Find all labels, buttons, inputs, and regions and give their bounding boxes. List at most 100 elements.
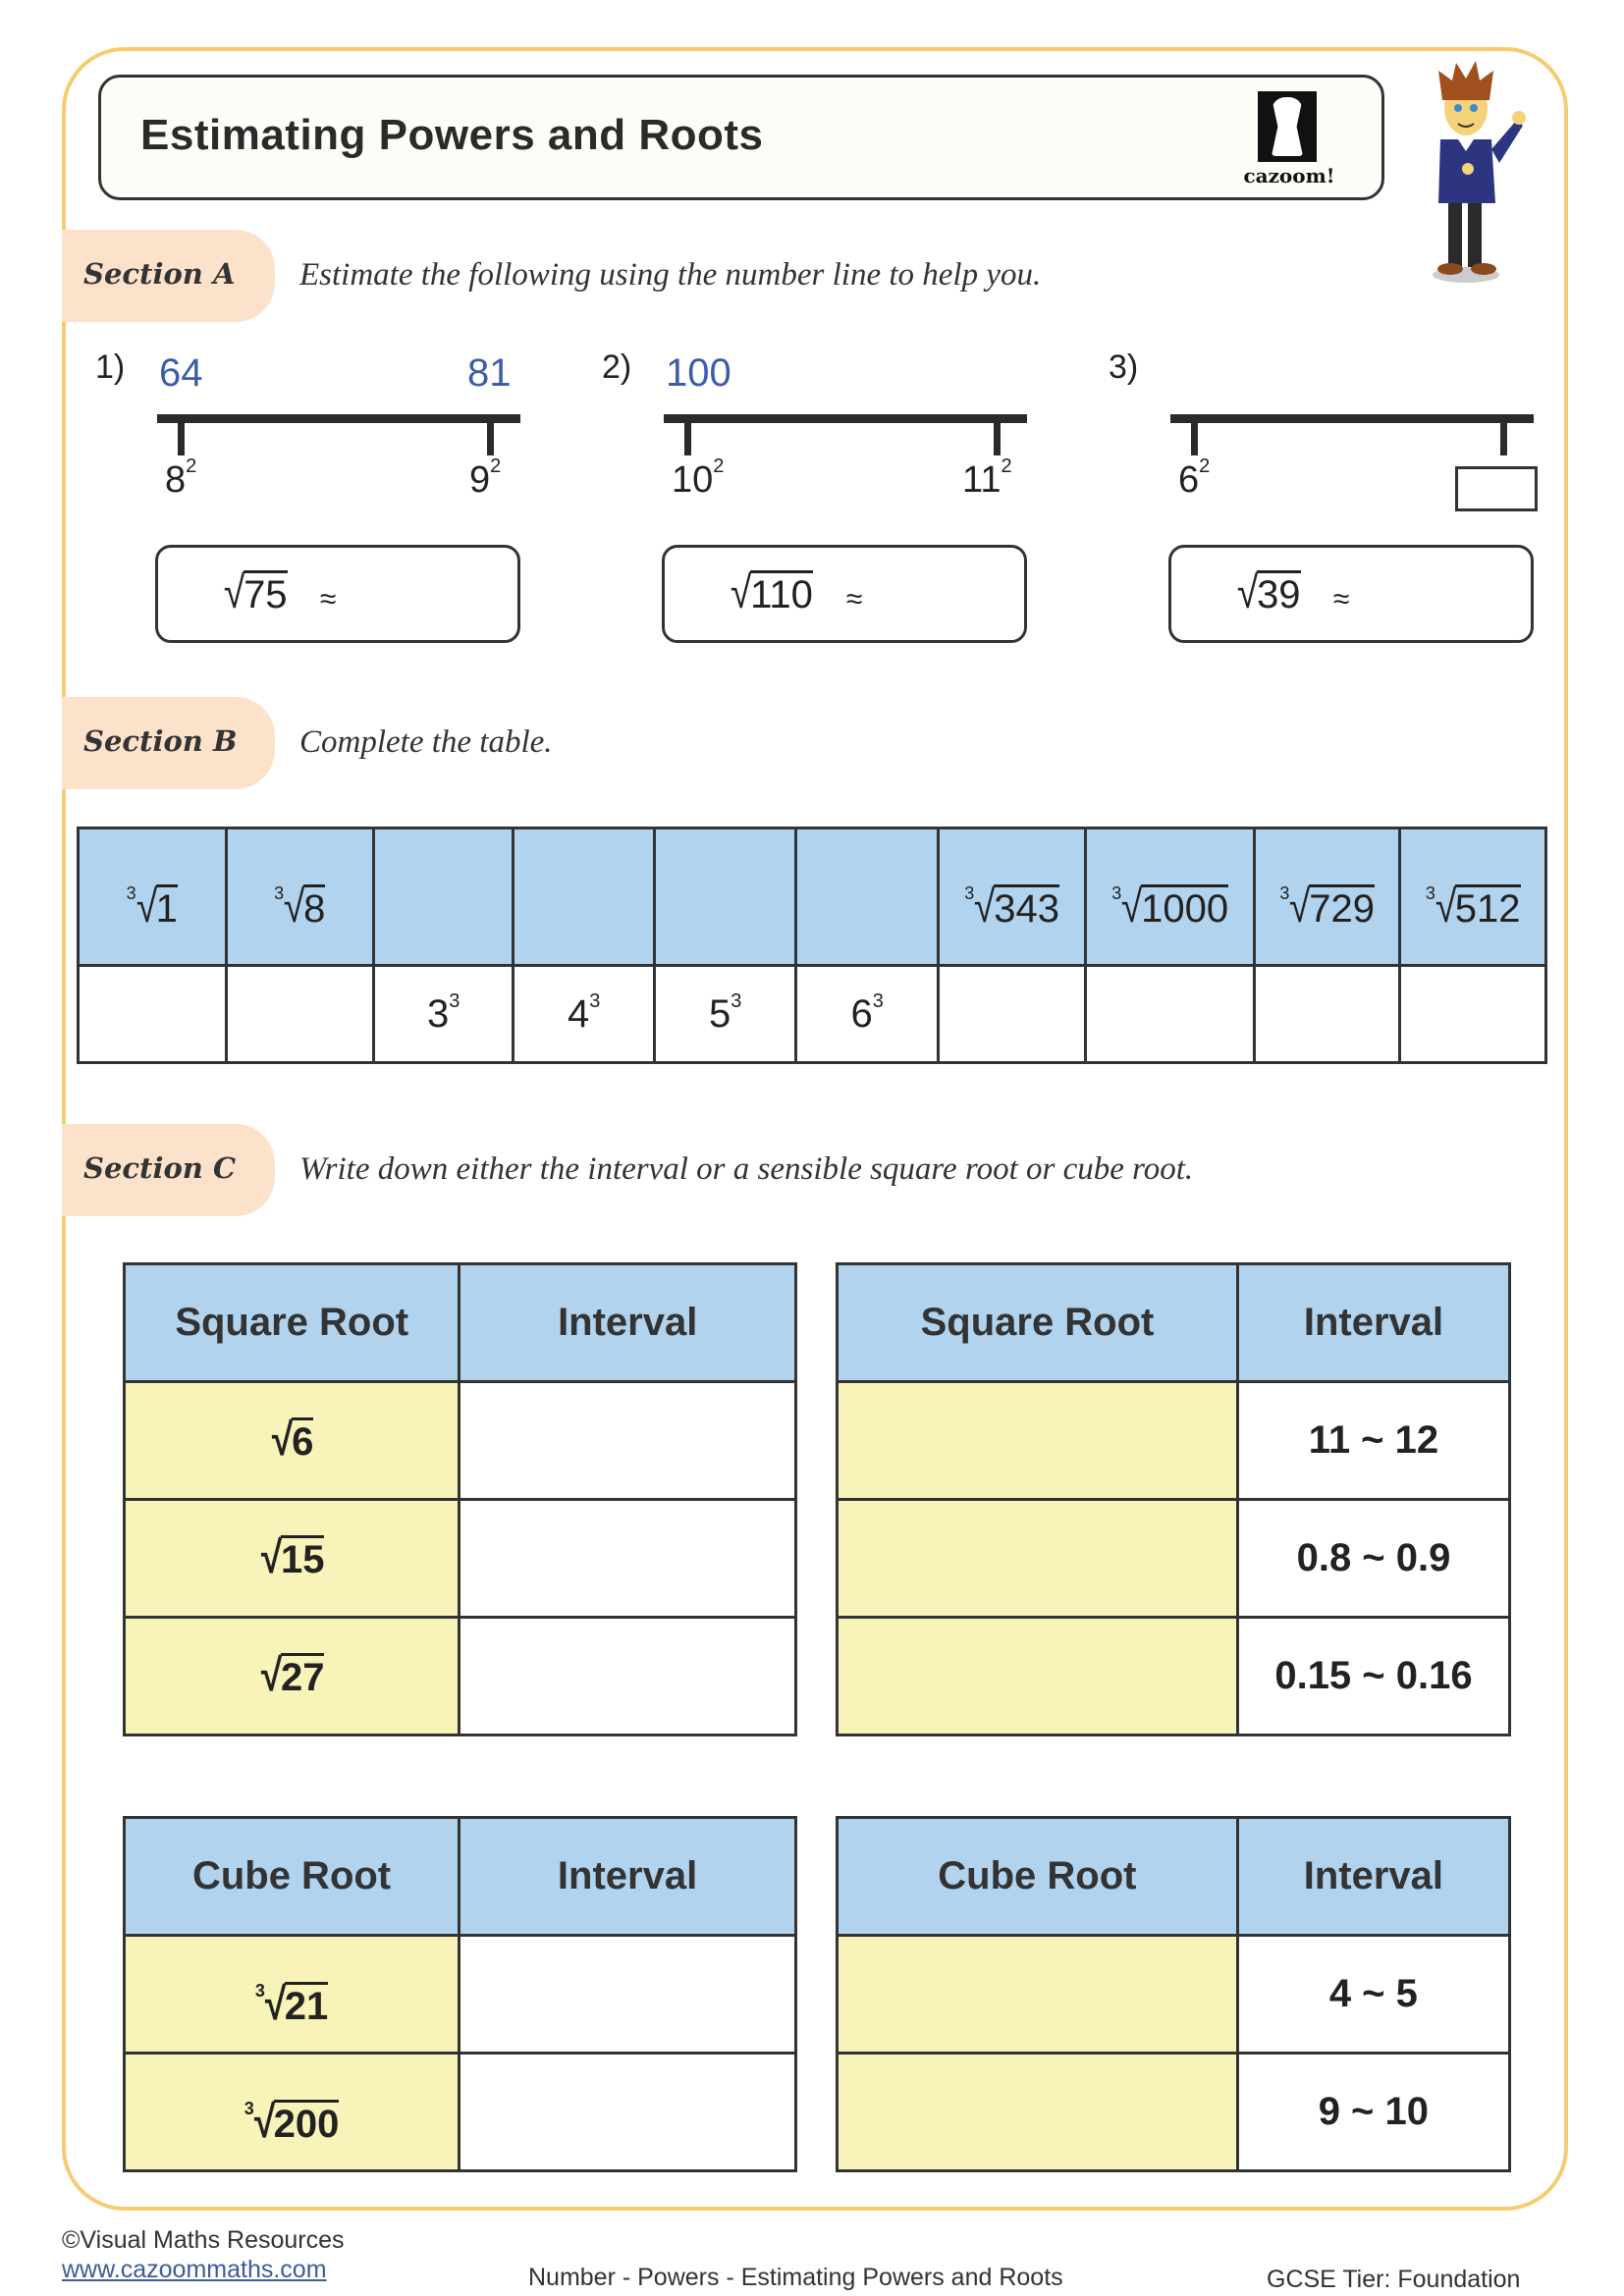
radical-sign-icon: √ — [264, 1978, 287, 2030]
root-cell[interactable] — [836, 1498, 1239, 1619]
radicand: 1000 — [1141, 884, 1229, 929]
radical-expression: 3 √ 343 — [964, 883, 1059, 929]
radical-sign-icon: √ — [1236, 566, 1259, 617]
exponent: 3 — [731, 989, 742, 1012]
interval-cell[interactable] — [458, 1498, 797, 1619]
table-cell[interactable] — [1084, 964, 1256, 1064]
table-row: 3 √ 1 3 √ 8 3 √ 343 3 √ 1000 3 √ 729 3 √ 512 — [77, 826, 1547, 968]
approx-symbol: ≈ — [1333, 583, 1350, 615]
root-index: 3 — [964, 883, 975, 904]
interval-cell[interactable] — [458, 1380, 797, 1501]
radical-sign-icon: √ — [260, 1649, 283, 1700]
number-line-tick — [684, 420, 691, 455]
root-cell[interactable] — [836, 1380, 1239, 1501]
high-power-label: 112 — [962, 455, 1012, 502]
column-header: Interval — [1235, 1262, 1512, 1383]
root-index: 3 — [244, 2098, 254, 2118]
root-cell[interactable] — [836, 1934, 1239, 2055]
estimate-answer-box[interactable]: √ 75 ≈ — [155, 545, 520, 643]
cartoon-boy-mascot — [1433, 61, 1526, 283]
number-line-tick — [487, 420, 494, 455]
root-cell[interactable] — [836, 2052, 1239, 2172]
table-cell[interactable] — [1252, 964, 1402, 1064]
radicand: 729 — [1309, 884, 1376, 929]
base: 3 — [427, 991, 450, 1036]
footer-website-link[interactable]: www.cazoommaths.com — [62, 2256, 327, 2283]
cube-root-table: 3 √ 1 3 √ 8 3 √ 343 3 √ 1000 3 √ 729 3 √ 512 33 43 53 63 — [77, 826, 1547, 1064]
radical-expression: √ 15 — [259, 1534, 325, 1579]
table-cell[interactable] — [1398, 964, 1547, 1064]
table-row: 11 ~ 12 — [836, 1380, 1512, 1501]
radical-expression: 3 √ 1 — [127, 883, 178, 929]
exponent: 2 — [490, 455, 502, 477]
low-power-label: 102 — [672, 455, 724, 502]
radicand: 110 — [750, 570, 813, 614]
table-row: 0.8 ~ 0.9 — [836, 1498, 1512, 1619]
approx-symbol: ≈ — [320, 583, 337, 615]
radicand: 75 — [244, 570, 288, 614]
radical-expression: 3 √ 512 — [1426, 883, 1521, 929]
table-cell: 3 √ 1 — [77, 826, 228, 968]
column-header: Square Root — [122, 1262, 461, 1383]
estimate-answer-box[interactable]: √ 39 ≈ — [1168, 545, 1534, 643]
base: 11 — [962, 459, 1001, 501]
column-header: Interval — [458, 1262, 797, 1383]
table-cell[interactable] — [224, 964, 375, 1064]
estimate-answer-box[interactable]: √ 110 ≈ — [662, 545, 1027, 643]
interval-cell[interactable] — [458, 1934, 797, 2055]
high-power-answer-box[interactable] — [1455, 466, 1538, 511]
table-row: 0.15 ~ 0.16 — [836, 1616, 1512, 1736]
interval-cell[interactable] — [458, 2052, 797, 2172]
radicand: 27 — [280, 1653, 325, 1697]
radical-expression: √ 75 — [222, 569, 288, 614]
root-index: 3 — [126, 883, 136, 904]
table-cell[interactable] — [77, 964, 228, 1064]
section-a-label: Section A — [62, 230, 275, 322]
root-cell: √ 6 — [122, 1380, 461, 1501]
table-cell[interactable] — [512, 826, 656, 968]
table-cell[interactable] — [652, 826, 798, 968]
root-cell[interactable] — [836, 1616, 1239, 1736]
section-c-label: Section C — [62, 1124, 275, 1216]
section-b-label: Section B — [62, 697, 275, 789]
radicand: 8 — [303, 884, 326, 929]
root-cell: √ 27 — [122, 1616, 461, 1736]
table-header-row: Square Root Interval — [122, 1262, 797, 1383]
table-cell[interactable] — [936, 964, 1088, 1064]
radical-expression: 3 √ 200 — [244, 2099, 340, 2144]
number-line-tick — [178, 420, 185, 455]
column-header: Interval — [1235, 1816, 1512, 1937]
radical-expression: 3 √ 8 — [274, 883, 326, 929]
number-line-tick — [1500, 420, 1507, 455]
column-header: Square Root — [836, 1262, 1239, 1383]
table-cell[interactable] — [371, 826, 515, 968]
radical-sign-icon: √ — [253, 2096, 275, 2148]
interval-cell[interactable] — [458, 1616, 797, 1736]
radical-sign-icon: √ — [974, 881, 996, 933]
root-index: 3 — [1425, 883, 1435, 904]
section-b-instruction: Complete the table. — [299, 724, 553, 760]
footer-copyright: ©Visual Maths Resources — [62, 2226, 345, 2254]
radical-sign-icon: √ — [730, 566, 752, 617]
number-line-tick — [994, 420, 1001, 455]
high-power-label: 92 — [469, 455, 501, 502]
table-cell: 43 — [512, 964, 656, 1064]
table-header-row: Square Root Interval — [836, 1262, 1512, 1383]
table-cell: 3 √ 8 — [224, 826, 375, 968]
radical-expression: 3 √ 1000 — [1111, 883, 1229, 929]
root-cell: 3 √ 200 — [122, 2052, 461, 2172]
title-box: Estimating Powers and Roots cazoom! — [98, 75, 1384, 200]
radical-expression: √ 110 — [729, 569, 813, 614]
table-cell[interactable] — [794, 826, 940, 968]
question-number: 2) — [602, 348, 632, 386]
number-line-high-value: 81 — [467, 351, 512, 395]
table-row: 3 √ 200 — [122, 2052, 797, 2172]
radical-sign-icon: √ — [223, 566, 245, 617]
root-interval-table: Square Root Interval 11 ~ 12 0.8 ~ 0.9 0.15 … — [836, 1262, 1512, 1736]
root-cell: √ 15 — [122, 1498, 461, 1619]
table-row: √ 15 — [122, 1498, 797, 1619]
radical-sign-icon: √ — [271, 1414, 294, 1465]
question-number: 1) — [95, 348, 126, 386]
approx-symbol: ≈ — [846, 583, 863, 615]
exponent: 2 — [186, 455, 197, 477]
